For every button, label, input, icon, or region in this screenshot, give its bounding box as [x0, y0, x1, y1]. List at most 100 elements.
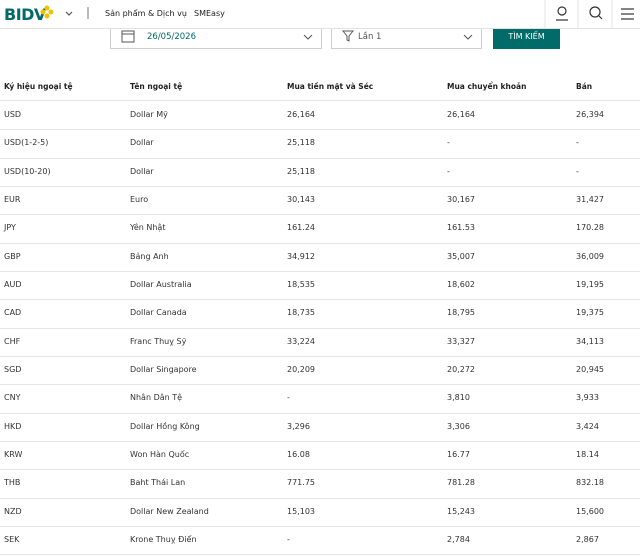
table-cell: Bảng Anh [130, 251, 169, 261]
row-divider [0, 243, 640, 244]
table-cell: Dollar Australia [130, 279, 192, 289]
table-cell: Baht Thái Lan [130, 478, 186, 488]
table-cell: KRW [4, 449, 23, 459]
table-cell: 26,164 [287, 110, 315, 119]
table-cell: 36,009 [576, 251, 604, 261]
table-cell: 15,103 [287, 506, 315, 516]
table-cell: 25,118 [287, 166, 315, 176]
table-cell: 16.08 [287, 449, 310, 459]
table-cell: Euro [130, 194, 149, 204]
table-cell: 34,912 [287, 251, 315, 261]
row-divider [0, 356, 640, 357]
row-divider [0, 299, 640, 300]
column-header: Mua chuyển khoản [447, 82, 527, 91]
table-cell: 30,167 [447, 194, 475, 204]
table-cell: 3,424 [576, 421, 599, 431]
table-cell: 26,394 [576, 110, 604, 119]
date-value: 26/05/2026 [147, 32, 196, 42]
table-cell: 20,272 [447, 364, 475, 374]
location-icon[interactable] [556, 6, 568, 21]
table-cell: 30,143 [287, 194, 315, 204]
row-divider [0, 214, 640, 215]
chevron [463, 34, 473, 40]
row-divider [0, 413, 640, 414]
row-divider [0, 384, 640, 385]
table-cell: 170.28 [576, 223, 604, 233]
column-header: Ký hiệu ngoại tệ [4, 82, 73, 91]
table-cell: CHF [4, 336, 21, 346]
table-cell: - [287, 534, 290, 544]
table-cell: JPY [4, 223, 16, 233]
row-divider [0, 129, 640, 130]
row-divider [0, 554, 640, 555]
nav-item[interactable]: Sản phẩm & Dịch vụ [105, 9, 187, 18]
column-header: Tên ngoại tệ [130, 82, 183, 91]
chevron [303, 34, 313, 40]
table-cell: AUD [4, 279, 22, 289]
table-cell: SEK [4, 534, 20, 544]
table-cell: 33,224 [287, 336, 315, 346]
table-cell: Dollar Singapore [130, 364, 197, 374]
table-cell: Won Hàn Quốc [130, 449, 190, 459]
table-cell: Dollar New Zealand [130, 506, 209, 516]
column-header: Mua tiền mặt và Séc [287, 82, 374, 91]
table-cell: 34,113 [576, 336, 604, 346]
table-cell: - [447, 166, 450, 176]
table-cell: 25,118 [287, 138, 315, 148]
table-cell: 161.24 [287, 223, 315, 233]
table-cell: 3,306 [447, 421, 470, 431]
table-cell: THB [4, 478, 21, 488]
table-cell: 16.77 [447, 449, 470, 459]
table-cell: Dollar Hồng Kông [130, 421, 200, 431]
table-cell: 2,867 [576, 534, 599, 544]
table-cell: 3,933 [576, 393, 599, 403]
menu-icon[interactable] [621, 8, 634, 20]
calendar-icon [121, 30, 135, 43]
table-cell: 18.14 [576, 449, 599, 459]
row-divider [0, 158, 640, 159]
table-cell: 31,427 [576, 194, 604, 204]
table-cell: USD(10-20) [4, 166, 51, 176]
table-cell: 26,164 [447, 110, 475, 119]
row-divider [0, 498, 640, 499]
table-cell: 35,007 [447, 251, 475, 261]
table-cell: 18,795 [447, 308, 475, 318]
table-cell: 161.53 [447, 223, 475, 233]
search-icon[interactable] [589, 6, 603, 20]
logo[interactable]: BIDV [4, 5, 46, 24]
nav-item[interactable]: SMEasy [194, 9, 225, 18]
table-cell: Yên Nhật [130, 223, 166, 233]
row-divider [0, 328, 640, 329]
table-cell: 18,535 [287, 279, 315, 289]
row-divider [0, 441, 640, 442]
table-cell: USD [4, 110, 22, 119]
table-cell: - [287, 393, 290, 403]
table-cell: 15,600 [576, 506, 604, 516]
row-divider [0, 469, 640, 470]
table-cell: Dollar [130, 166, 154, 176]
table-cell: 771.75 [287, 478, 315, 488]
session-value: Lần 1 [358, 32, 382, 42]
table-cell: Dollar Mỹ [130, 110, 168, 119]
table-cell: CNY [4, 393, 21, 403]
filter-icon [342, 30, 354, 42]
table-cell: GBP [4, 251, 21, 261]
table-cell: USD(1-2-5) [4, 138, 49, 148]
table-cell: - [576, 138, 579, 148]
table-cell: Franc Thuỵ Sỹ [130, 336, 187, 346]
table-cell: Dollar Canada [130, 308, 187, 318]
table-cell: 3,810 [447, 393, 470, 403]
column-header: Bán [576, 82, 593, 91]
table-cell: Dollar [130, 138, 154, 148]
table-cell: 15,243 [447, 506, 475, 516]
table-cell: HKD [4, 421, 22, 431]
table-cell: - [447, 138, 450, 148]
row-divider [0, 271, 640, 272]
table-cell: 19,195 [576, 279, 604, 289]
table-cell: NZD [4, 506, 22, 516]
table-cell: Nhân Dân Tệ [130, 393, 183, 403]
table-cell: 18,735 [287, 308, 315, 318]
table-cell: 33,327 [447, 336, 475, 346]
table-cell: 20,945 [576, 364, 604, 374]
